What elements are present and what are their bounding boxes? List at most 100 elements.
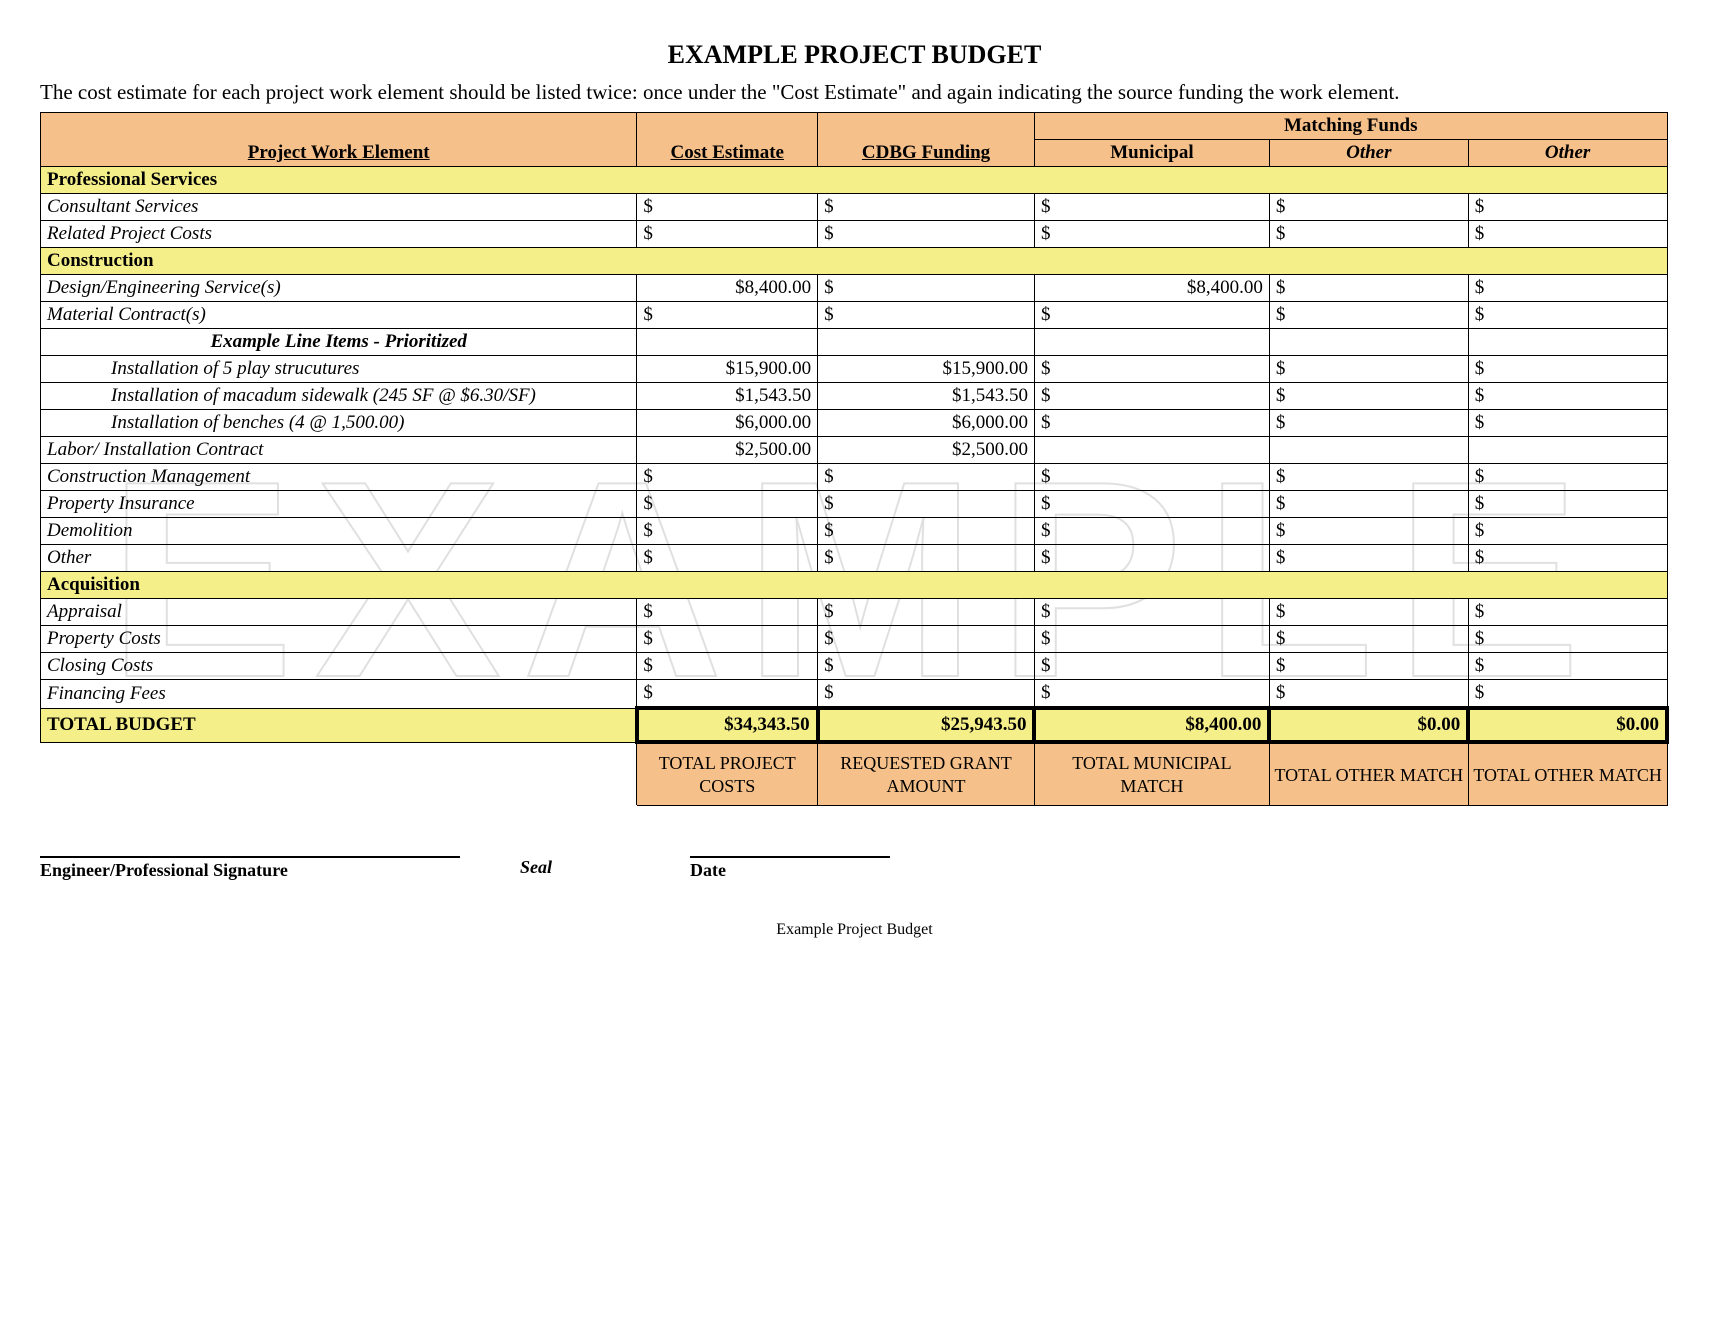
- data-cell: $: [818, 545, 1035, 572]
- data-cell: $: [1269, 356, 1468, 383]
- data-cell: $: [637, 545, 818, 572]
- row-label: Demolition: [41, 518, 637, 545]
- data-cell: $: [818, 275, 1035, 302]
- total-cost: $34,343.50: [637, 708, 818, 742]
- data-cell: $: [1468, 194, 1667, 221]
- signature-label-date: Date: [690, 860, 890, 881]
- data-cell: $: [637, 599, 818, 626]
- footer-cdbg: REQUESTED GRANT AMOUNT: [818, 742, 1035, 806]
- header-cdbg: CDBG Funding: [818, 113, 1035, 167]
- data-cell: $: [1034, 518, 1269, 545]
- header-work-element: Project Work Element: [41, 113, 637, 167]
- header-cost-estimate: Cost Estimate: [637, 113, 818, 167]
- footer-blank: [41, 742, 637, 806]
- data-cell: $: [1269, 221, 1468, 248]
- empty-cell: [1034, 329, 1269, 356]
- row-label: Property Insurance: [41, 491, 637, 518]
- budget-table: Project Work Element Cost Estimate CDBG …: [40, 112, 1669, 806]
- row-label: Consultant Services: [41, 194, 637, 221]
- table-row: Demolition$$$$$: [41, 518, 1668, 545]
- data-cell: $: [818, 221, 1035, 248]
- table-row: Consultant Services$$$$$: [41, 194, 1668, 221]
- data-cell: $: [1468, 518, 1667, 545]
- data-cell: $: [818, 194, 1035, 221]
- subheader-label: Example Line Items - Prioritized: [41, 329, 637, 356]
- data-cell: $: [1269, 626, 1468, 653]
- data-cell: $: [1034, 599, 1269, 626]
- data-cell: $: [818, 680, 1035, 709]
- table-row: Labor/ Installation Contract$2,500.00$2,…: [41, 437, 1668, 464]
- total-row: TOTAL BUDGET $34,343.50 $25,943.50 $8,40…: [41, 708, 1668, 742]
- section-header: Professional Services: [41, 167, 1668, 194]
- row-label: Related Project Costs: [41, 221, 637, 248]
- page-title: EXAMPLE PROJECT BUDGET: [40, 40, 1669, 70]
- data-cell: $: [1468, 680, 1667, 709]
- table-row: Construction Management$$$$$: [41, 464, 1668, 491]
- footer-labels-row: TOTAL PROJECT COSTS REQUESTED GRANT AMOU…: [41, 742, 1668, 806]
- signature-area: Engineer/Professional Signature Seal Dat…: [40, 856, 1669, 881]
- data-cell: $1,543.50: [637, 383, 818, 410]
- data-cell: $: [1034, 194, 1269, 221]
- table-row: Property Insurance$$$$$: [41, 491, 1668, 518]
- data-cell: [1034, 437, 1269, 464]
- data-cell: [1269, 437, 1468, 464]
- row-label: Property Costs: [41, 626, 637, 653]
- signature-label-engineer: Engineer/Professional Signature: [40, 860, 460, 881]
- data-cell: $: [1034, 221, 1269, 248]
- table-row: Design/Engineering Service(s)$8,400.00$$…: [41, 275, 1668, 302]
- row-label: Appraisal: [41, 599, 637, 626]
- section-header: Construction: [41, 248, 1668, 275]
- empty-cell: [818, 329, 1035, 356]
- signature-line-date: [690, 856, 890, 858]
- data-cell: $: [1468, 302, 1667, 329]
- data-cell: $: [1034, 464, 1269, 491]
- intro-text: The cost estimate for each project work …: [40, 78, 1669, 106]
- data-cell: $: [1468, 356, 1667, 383]
- row-label: Material Contract(s): [41, 302, 637, 329]
- data-cell: $: [1034, 302, 1269, 329]
- row-label: Labor/ Installation Contract: [41, 437, 637, 464]
- table-row: Material Contract(s)$$$$$: [41, 302, 1668, 329]
- data-cell: $: [1269, 518, 1468, 545]
- footer-cost: TOTAL PROJECT COSTS: [637, 742, 818, 806]
- table-row: Financing Fees$$$$$: [41, 680, 1668, 709]
- header-matching-funds: Matching Funds: [1034, 113, 1667, 140]
- page-footer: Example Project Budget: [40, 921, 1669, 939]
- empty-cell: [637, 329, 818, 356]
- data-cell: $: [1468, 383, 1667, 410]
- data-cell: $: [1468, 221, 1667, 248]
- data-cell: $: [1468, 545, 1667, 572]
- data-cell: $: [637, 518, 818, 545]
- empty-cell: [1468, 329, 1667, 356]
- data-cell: $: [1269, 491, 1468, 518]
- data-cell: $: [637, 464, 818, 491]
- header-other1: Other: [1269, 140, 1468, 167]
- data-cell: $: [637, 221, 818, 248]
- data-cell: $: [1269, 599, 1468, 626]
- row-label: Other: [41, 545, 637, 572]
- data-cell: [1468, 437, 1667, 464]
- data-cell: $: [818, 464, 1035, 491]
- data-cell: $: [1468, 599, 1667, 626]
- total-cdbg: $25,943.50: [818, 708, 1035, 742]
- table-row: Other$$$$$: [41, 545, 1668, 572]
- data-cell: $: [1034, 410, 1269, 437]
- data-cell: $: [1269, 653, 1468, 680]
- row-label: Design/Engineering Service(s): [41, 275, 637, 302]
- data-cell: $: [1034, 626, 1269, 653]
- table-row: Appraisal$$$$$: [41, 599, 1668, 626]
- data-cell: $: [1269, 194, 1468, 221]
- total-other1: $0.00: [1269, 708, 1468, 742]
- row-label: Financing Fees: [41, 680, 637, 709]
- table-row: Related Project Costs$$$$$: [41, 221, 1668, 248]
- header-other2: Other: [1468, 140, 1667, 167]
- data-cell: $8,400.00: [1034, 275, 1269, 302]
- data-cell: $: [1034, 383, 1269, 410]
- data-cell: $: [1468, 464, 1667, 491]
- data-cell: $: [1468, 626, 1667, 653]
- data-cell: $1,543.50: [818, 383, 1035, 410]
- empty-cell: [1269, 329, 1468, 356]
- footer-other1: TOTAL OTHER MATCH: [1269, 742, 1468, 806]
- table-row: Closing Costs$$$$$: [41, 653, 1668, 680]
- data-cell: $: [637, 194, 818, 221]
